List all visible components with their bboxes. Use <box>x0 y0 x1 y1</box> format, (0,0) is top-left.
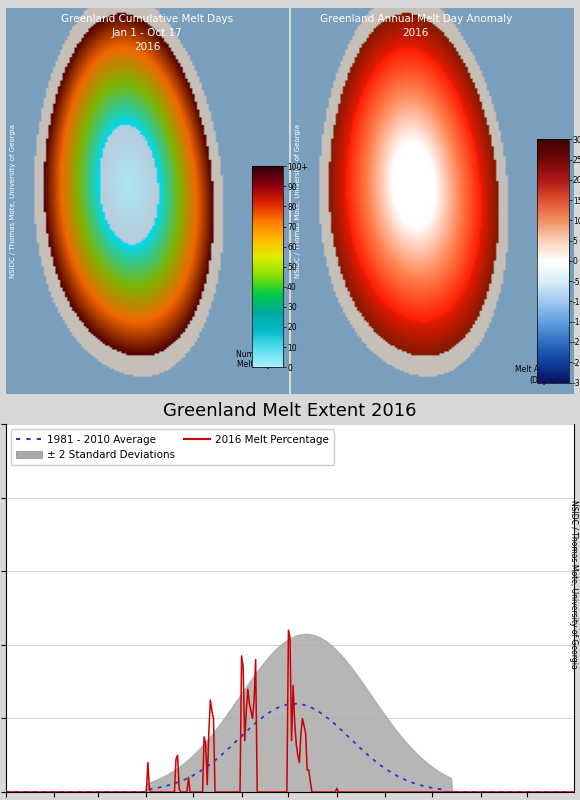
Text: Greenland Annual Melt Day Anomaly
2016: Greenland Annual Melt Day Anomaly 2016 <box>320 14 512 38</box>
Text: NSIDC / Thomas Mote, University of Georgia: NSIDC / Thomas Mote, University of Georg… <box>10 124 16 278</box>
Text: Melt Anomaly
(Days): Melt Anomaly (Days) <box>516 365 568 385</box>
Text: Greenland Cumulative Melt Days
Jan 1 - Oct 17
2016: Greenland Cumulative Melt Days Jan 1 - O… <box>61 14 233 52</box>
Text: NSIDC / Thomas Mote, University of Georgia: NSIDC / Thomas Mote, University of Georg… <box>568 500 578 668</box>
Text: NSIDC / Thomas Mote, University of Georgia: NSIDC / Thomas Mote, University of Georg… <box>295 124 302 278</box>
Title: Greenland Melt Extent 2016: Greenland Melt Extent 2016 <box>163 402 417 420</box>
Text: Number of
Melt Days: Number of Melt Days <box>236 350 276 369</box>
Legend: 1981 - 2010 Average, ± 2 Standard Deviations, 2016 Melt Percentage: 1981 - 2010 Average, ± 2 Standard Deviat… <box>11 430 334 465</box>
